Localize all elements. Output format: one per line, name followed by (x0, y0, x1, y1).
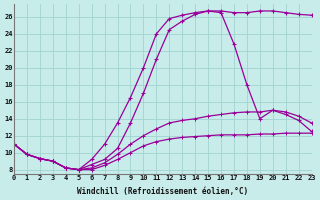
X-axis label: Windchill (Refroidissement éolien,°C): Windchill (Refroidissement éolien,°C) (77, 187, 248, 196)
